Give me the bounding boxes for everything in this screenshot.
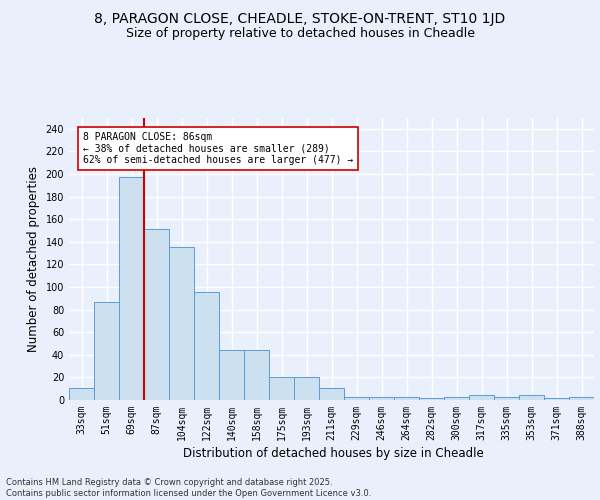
Text: 8 PARAGON CLOSE: 86sqm
← 38% of detached houses are smaller (289)
62% of semi-de: 8 PARAGON CLOSE: 86sqm ← 38% of detached… bbox=[83, 132, 353, 166]
Bar bbox=[369, 396, 394, 400]
Bar bbox=[269, 378, 294, 400]
Bar bbox=[219, 350, 244, 400]
Bar bbox=[394, 396, 419, 400]
Bar bbox=[144, 230, 169, 400]
Bar bbox=[94, 302, 119, 400]
Text: Size of property relative to detached houses in Cheadle: Size of property relative to detached ho… bbox=[125, 28, 475, 40]
Bar bbox=[494, 396, 519, 400]
Text: Contains HM Land Registry data © Crown copyright and database right 2025.
Contai: Contains HM Land Registry data © Crown c… bbox=[6, 478, 371, 498]
Bar bbox=[444, 396, 469, 400]
Bar bbox=[119, 178, 144, 400]
Bar bbox=[244, 350, 269, 400]
Bar bbox=[419, 398, 444, 400]
Bar bbox=[469, 396, 494, 400]
Text: 8, PARAGON CLOSE, CHEADLE, STOKE-ON-TRENT, ST10 1JD: 8, PARAGON CLOSE, CHEADLE, STOKE-ON-TREN… bbox=[94, 12, 506, 26]
Bar bbox=[294, 378, 319, 400]
Bar bbox=[344, 396, 369, 400]
Bar bbox=[194, 292, 219, 400]
Bar bbox=[519, 396, 544, 400]
Bar bbox=[569, 396, 594, 400]
Bar bbox=[169, 248, 194, 400]
Bar bbox=[544, 398, 569, 400]
Bar bbox=[319, 388, 344, 400]
Bar bbox=[69, 388, 94, 400]
Y-axis label: Number of detached properties: Number of detached properties bbox=[27, 166, 40, 352]
Text: Distribution of detached houses by size in Cheadle: Distribution of detached houses by size … bbox=[182, 448, 484, 460]
